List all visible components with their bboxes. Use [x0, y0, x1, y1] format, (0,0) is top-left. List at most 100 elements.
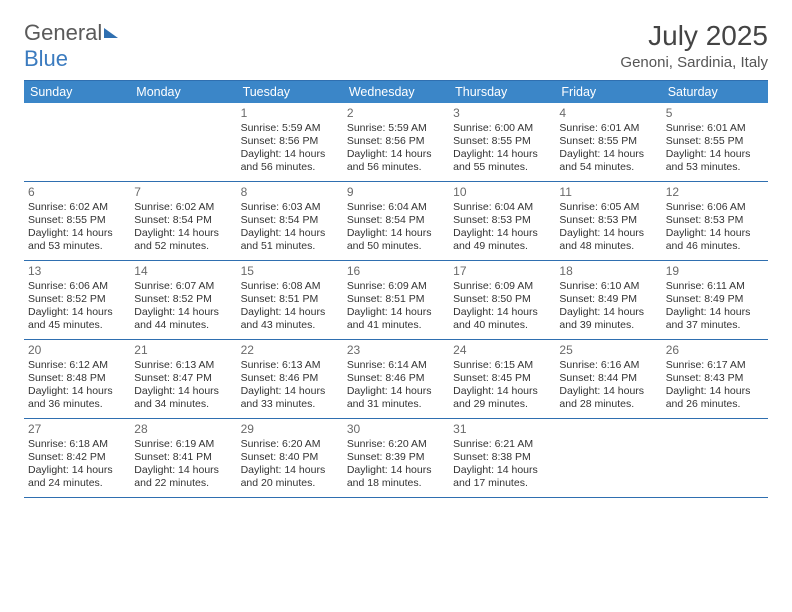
daylight-text: Daylight: 14 hours and 20 minutes.: [241, 464, 339, 490]
sunrise-text: Sunrise: 6:06 AM: [28, 280, 126, 293]
calendar-cell: 20Sunrise: 6:12 AMSunset: 8:48 PMDayligh…: [24, 340, 130, 418]
day-number: 24: [453, 343, 551, 357]
calendar-cell: 4 Sunrise: 6:01 AMSunset: 8:55 PMDaylight…: [555, 103, 661, 181]
day-number: 11: [559, 185, 657, 199]
daylight-text: Daylight: 14 hours and 28 minutes.: [559, 385, 657, 411]
sunrise-text: Sunrise: 6:20 AM: [347, 438, 445, 451]
daylight-text: Daylight: 14 hours and 53 minutes.: [666, 148, 764, 174]
daylight-text: Daylight: 14 hours and 53 minutes.: [28, 227, 126, 253]
sunset-text: Sunset: 8:45 PM: [453, 372, 551, 385]
sunset-text: Sunset: 8:52 PM: [28, 293, 126, 306]
daylight-text: Daylight: 14 hours and 29 minutes.: [453, 385, 551, 411]
daylight-text: Daylight: 14 hours and 54 minutes.: [559, 148, 657, 174]
day-number: 6: [28, 185, 126, 199]
sunrise-text: Sunrise: 6:09 AM: [347, 280, 445, 293]
calendar-cell: 3Sunrise: 6:00 AMSunset: 8:55 PMDaylight…: [449, 103, 555, 181]
calendar-week: 13Sunrise: 6:06 AMSunset: 8:52 PMDayligh…: [24, 261, 768, 340]
calendar-week: 20Sunrise: 6:12 AMSunset: 8:48 PMDayligh…: [24, 340, 768, 419]
sunrise-text: Sunrise: 6:15 AM: [453, 359, 551, 372]
day-number: 5: [666, 106, 764, 120]
daylight-text: Daylight: 14 hours and 52 minutes.: [134, 227, 232, 253]
sunset-text: Sunset: 8:54 PM: [134, 214, 232, 227]
sunrise-text: Sunrise: 6:06 AM: [666, 201, 764, 214]
calendar-cell: 29Sunrise: 6:20 AMSunset: 8:40 PMDayligh…: [237, 419, 343, 497]
calendar-cell: 17Sunrise: 6:09 AMSunset: 8:50 PMDayligh…: [449, 261, 555, 339]
sunset-text: Sunset: 8:55 PM: [453, 135, 551, 148]
daylight-text: Daylight: 14 hours and 49 minutes.: [453, 227, 551, 253]
sunrise-text: Sunrise: 6:01 AM: [559, 122, 657, 135]
sunset-text: Sunset: 8:50 PM: [453, 293, 551, 306]
calendar-week: 6Sunrise: 6:02 AMSunset: 8:55 PMDaylight…: [24, 182, 768, 261]
calendar-cell: 26Sunrise: 6:17 AMSunset: 8:43 PMDayligh…: [662, 340, 768, 418]
page-header: GeneralBlue July 2025 Genoni, Sardinia, …: [24, 20, 768, 72]
sunset-text: Sunset: 8:41 PM: [134, 451, 232, 464]
sunrise-text: Sunrise: 6:09 AM: [453, 280, 551, 293]
sunset-text: Sunset: 8:49 PM: [666, 293, 764, 306]
sunrise-text: Sunrise: 5:59 AM: [241, 122, 339, 135]
day-number: 1: [241, 106, 339, 120]
daylight-text: Daylight: 14 hours and 31 minutes.: [347, 385, 445, 411]
sunrise-text: Sunrise: 6:01 AM: [666, 122, 764, 135]
sunrise-text: Sunrise: 6:10 AM: [559, 280, 657, 293]
day-number: 22: [241, 343, 339, 357]
daylight-text: Daylight: 14 hours and 26 minutes.: [666, 385, 764, 411]
sunrise-text: Sunrise: 6:00 AM: [453, 122, 551, 135]
day-number: 9: [347, 185, 445, 199]
sunrise-text: Sunrise: 6:02 AM: [28, 201, 126, 214]
sunrise-text: Sunrise: 6:05 AM: [559, 201, 657, 214]
calendar-cell: 5 Sunrise: 6:01 AMSunset: 8:55 PMDaylight…: [662, 103, 768, 181]
sunset-text: Sunset: 8:55 PM: [666, 135, 764, 148]
sunrise-text: Sunrise: 6:13 AM: [134, 359, 232, 372]
calendar-cell: 6Sunrise: 6:02 AMSunset: 8:55 PMDaylight…: [24, 182, 130, 260]
daylight-text: Daylight: 14 hours and 18 minutes.: [347, 464, 445, 490]
sunset-text: Sunset: 8:48 PM: [28, 372, 126, 385]
day-number: 18: [559, 264, 657, 278]
weekday-header-row: Sunday Monday Tuesday Wednesday Thursday…: [24, 81, 768, 103]
daylight-text: Daylight: 14 hours and 51 minutes.: [241, 227, 339, 253]
calendar-cell: 10Sunrise: 6:04 AMSunset: 8:53 PMDayligh…: [449, 182, 555, 260]
calendar-cell: 31Sunrise: 6:21 AMSunset: 8:38 PMDayligh…: [449, 419, 555, 497]
sunset-text: Sunset: 8:54 PM: [347, 214, 445, 227]
calendar-cell: [130, 103, 236, 181]
calendar-cell: 24 Sunrise: 6:15 AMSunset: 8:45 PMDayligh…: [449, 340, 555, 418]
weekday-label: Wednesday: [343, 81, 449, 103]
daylight-text: Daylight: 14 hours and 41 minutes.: [347, 306, 445, 332]
day-number: 13: [28, 264, 126, 278]
daylight-text: Daylight: 14 hours and 37 minutes.: [666, 306, 764, 332]
daylight-text: Daylight: 14 hours and 34 minutes.: [134, 385, 232, 411]
sunrise-text: Sunrise: 6:17 AM: [666, 359, 764, 372]
sunset-text: Sunset: 8:55 PM: [559, 135, 657, 148]
day-number: 12: [666, 185, 764, 199]
sunset-text: Sunset: 8:43 PM: [666, 372, 764, 385]
daylight-text: Daylight: 14 hours and 45 minutes.: [28, 306, 126, 332]
calendar-cell: 19Sunrise: 6:11 AMSunset: 8:49 PMDayligh…: [662, 261, 768, 339]
calendar: Sunday Monday Tuesday Wednesday Thursday…: [24, 80, 768, 498]
calendar-cell: 1Sunrise: 5:59 AMSunset: 8:56 PMDaylight…: [237, 103, 343, 181]
day-number: 10: [453, 185, 551, 199]
day-number: 4: [559, 106, 657, 120]
sunrise-text: Sunrise: 6:08 AM: [241, 280, 339, 293]
day-number: 17: [453, 264, 551, 278]
day-number: 20: [28, 343, 126, 357]
sunset-text: Sunset: 8:51 PM: [347, 293, 445, 306]
sunrise-text: Sunrise: 6:04 AM: [453, 201, 551, 214]
calendar-cell: 25Sunrise: 6:16 AMSunset: 8:44 PMDayligh…: [555, 340, 661, 418]
sunrise-text: Sunrise: 6:19 AM: [134, 438, 232, 451]
day-number: 29: [241, 422, 339, 436]
sunset-text: Sunset: 8:53 PM: [559, 214, 657, 227]
sunrise-text: Sunrise: 6:13 AM: [241, 359, 339, 372]
day-number: 21: [134, 343, 232, 357]
sunset-text: Sunset: 8:46 PM: [347, 372, 445, 385]
calendar-cell: 14Sunrise: 6:07 AMSunset: 8:52 PMDayligh…: [130, 261, 236, 339]
sunset-text: Sunset: 8:47 PM: [134, 372, 232, 385]
sunset-text: Sunset: 8:56 PM: [241, 135, 339, 148]
calendar-week: 1 Sunrise: 5:59 AMSunset: 8:56 PM Daylight…: [24, 103, 768, 182]
calendar-cell: 30Sunrise: 6:20 AMSunset: 8:39 PMDayligh…: [343, 419, 449, 497]
calendar-cell: 9Sunrise: 6:04 AMSunset: 8:54 PMDaylight…: [343, 182, 449, 260]
sunrise-text: Sunrise: 6:04 AM: [347, 201, 445, 214]
calendar-cell: 18Sunrise: 6:10 AMSunset: 8:49 PMDayligh…: [555, 261, 661, 339]
day-number: 14: [134, 264, 232, 278]
sunrise-text: Sunrise: 6:21 AM: [453, 438, 551, 451]
weekday-label: Saturday: [662, 81, 768, 103]
sunset-text: Sunset: 8:49 PM: [559, 293, 657, 306]
